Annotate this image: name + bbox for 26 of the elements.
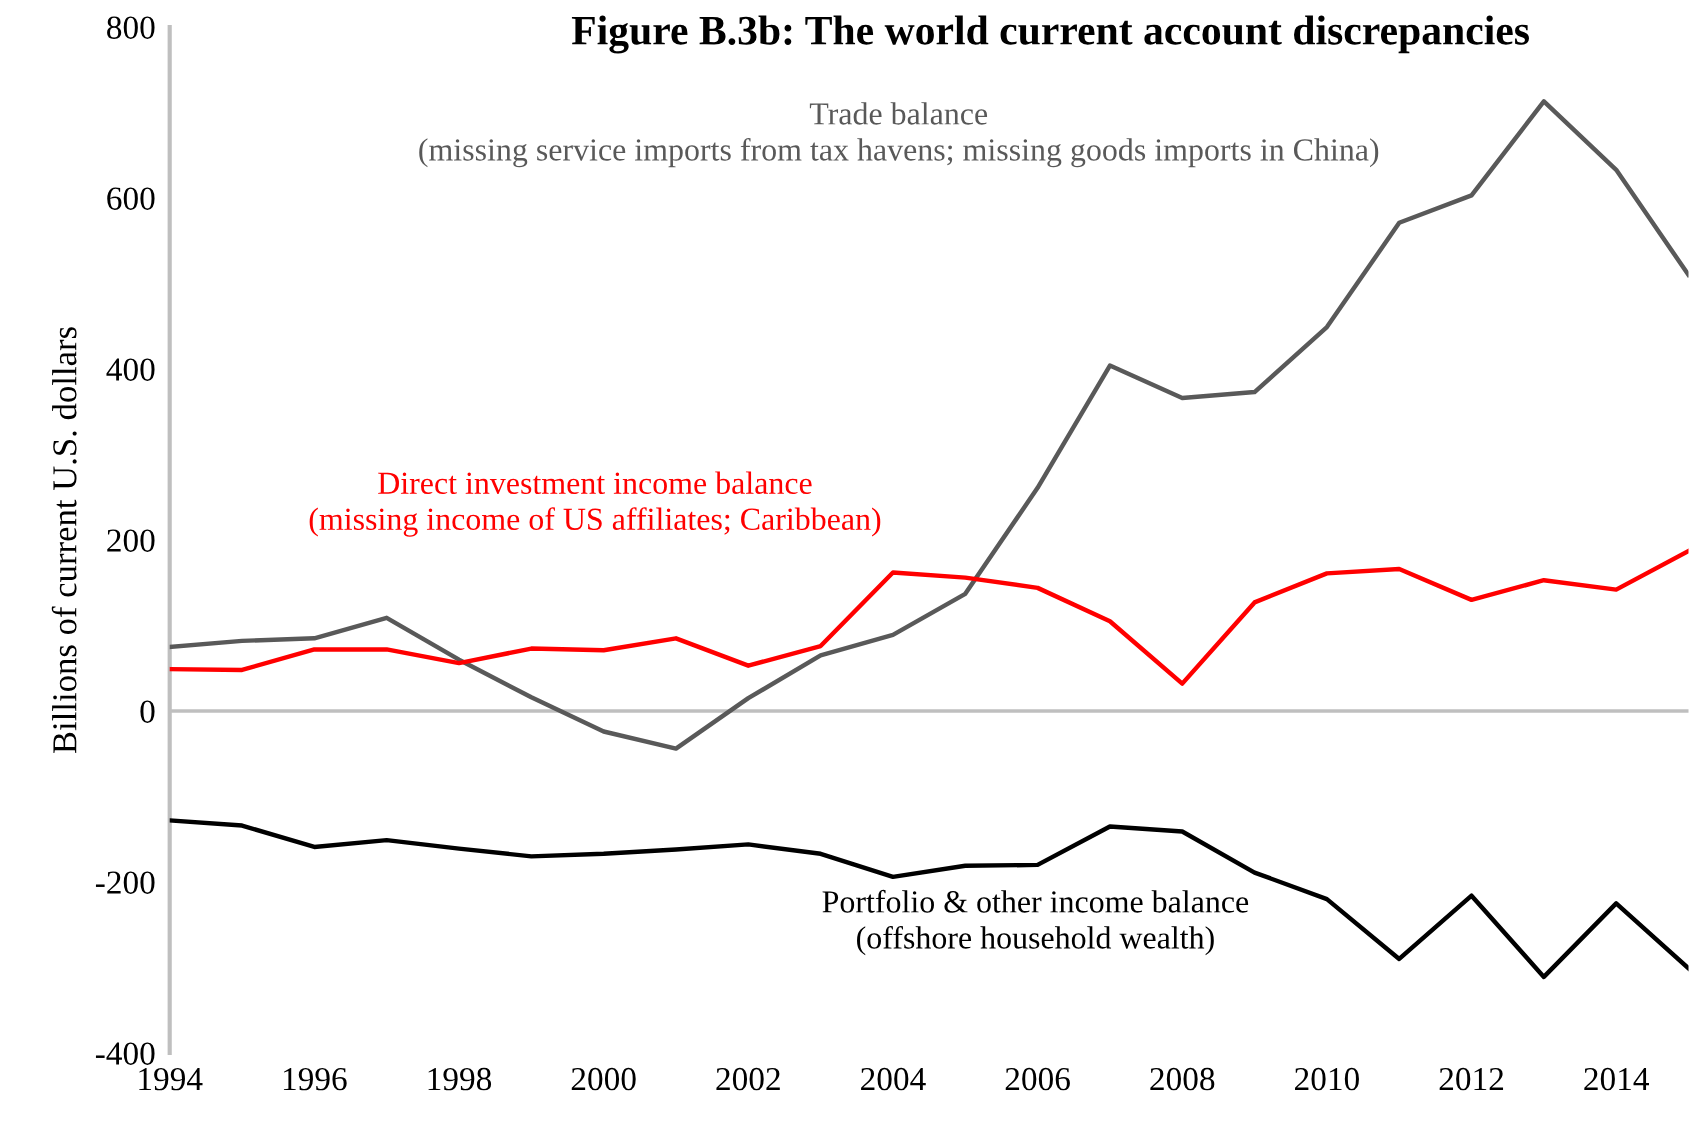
x-tick-label: 1998 xyxy=(428,1067,492,1091)
line-series xyxy=(169,548,1689,686)
y-tick-label: 0 xyxy=(140,700,155,723)
x-tick-label: 2006 xyxy=(1005,1067,1070,1091)
x-tick-label: 2002 xyxy=(716,1067,780,1091)
x-tick-label: 2004 xyxy=(861,1067,926,1091)
x-tick-label: 2000 xyxy=(571,1067,636,1091)
y-tick-label: -400 xyxy=(95,1042,155,1065)
line-series xyxy=(169,99,1689,751)
chart-title: Figure B.3b: The world current account discrepancies xyxy=(571,15,1529,54)
x-tick-label: 2008 xyxy=(1150,1067,1215,1091)
y-tick-label: 600 xyxy=(107,187,155,210)
series-label: Trade balance (missing service imports from tax havens; missing goods imports in China) xyxy=(419,102,1379,168)
y-tick-label: -200 xyxy=(95,871,155,894)
series-label: Direct investment income balance (missing income of US affiliates; Caribbean) xyxy=(309,471,881,537)
x-tick-label: 1996 xyxy=(283,1067,347,1091)
x-tick-label: 2010 xyxy=(1295,1067,1359,1091)
x-tick-label: 1994 xyxy=(139,1067,203,1091)
series-label: Portfolio & other income balance (offshore household wealth) xyxy=(822,889,1249,956)
y-tick-label: 200 xyxy=(107,529,155,552)
x-tick-label: 2012 xyxy=(1439,1067,1504,1091)
line-series xyxy=(169,818,1689,980)
y-axis-title: Billions of current U.S. dollars xyxy=(51,327,77,754)
y-tick-label: 400 xyxy=(106,358,155,381)
x-tick-label: 2014 xyxy=(1584,1067,1649,1091)
y-tick-label: 800 xyxy=(107,16,155,39)
